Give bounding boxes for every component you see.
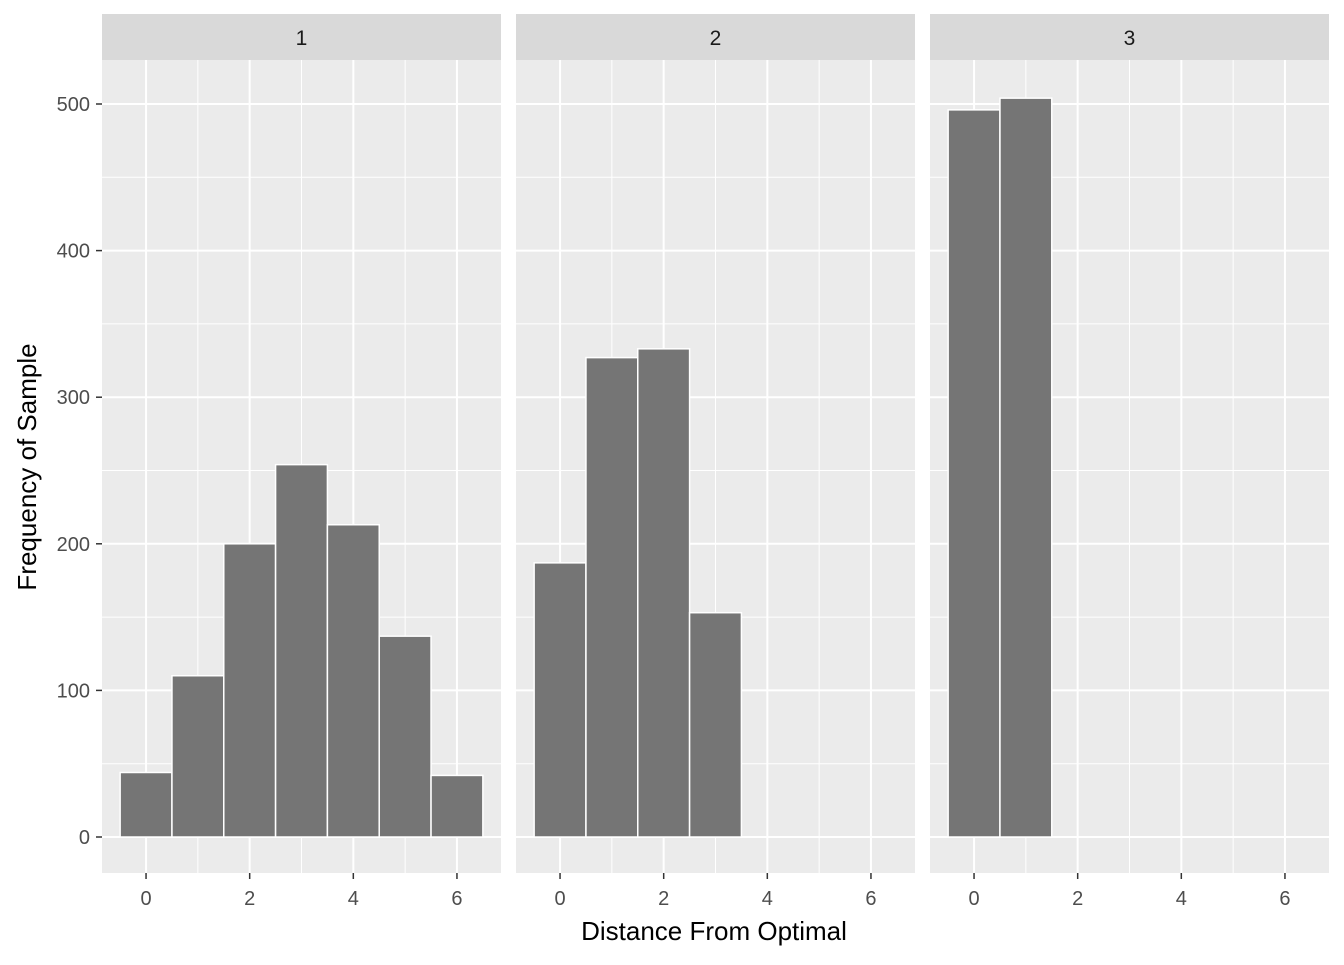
histogram-bar [430, 774, 484, 838]
facet-panel-3: 3 0 2 4 6 [930, 14, 1329, 910]
facet-strip-label: 3 [1124, 27, 1136, 50]
y-axis-title: Frequency of Sample [12, 343, 42, 590]
x-tick-label: 6 [1279, 888, 1290, 910]
x-tick-label: 0 [968, 888, 979, 910]
x-tick-label: 4 [348, 888, 359, 910]
x-tick-label: 4 [762, 888, 773, 910]
x-tick-label: 6 [451, 888, 462, 910]
x-tick-label: 2 [1072, 888, 1083, 910]
histogram-bar [947, 109, 1001, 838]
histogram-bar [688, 611, 743, 838]
histogram-bar [585, 356, 639, 838]
y-tick-label: 300 [57, 387, 90, 409]
x-tick-label: 4 [1176, 888, 1187, 910]
facet-panel-2: 2 0 2 4 6 [516, 14, 915, 910]
y-tick-label: 100 [57, 680, 90, 702]
facet-strip-label: 2 [710, 27, 722, 50]
histogram-bar [171, 674, 225, 838]
x-axis-title: Distance From Optimal [581, 916, 847, 946]
histogram-bar [274, 463, 329, 838]
facet-strip [516, 14, 915, 60]
facet-strip [930, 14, 1329, 60]
histogram-bar [119, 771, 173, 838]
x-tick-label: 2 [244, 888, 255, 910]
facet-strip [102, 14, 501, 60]
histogram-bar [999, 97, 1053, 838]
histogram-bar [378, 635, 432, 838]
x-tick-label: 0 [140, 888, 151, 910]
histogram-bar [533, 562, 587, 838]
y-tick-label: 0 [79, 827, 90, 849]
facet-panel-1: 1 0 2 4 6 [102, 14, 501, 910]
y-tick-label: 200 [57, 534, 90, 556]
x-tick-label: 2 [658, 888, 669, 910]
histogram-bar [637, 348, 691, 838]
y-tick-label: 500 [57, 94, 90, 116]
y-tick-label: 400 [57, 241, 90, 263]
histogram-bar [223, 543, 277, 838]
histogram-bar [326, 523, 380, 838]
x-tick-label: 6 [865, 888, 876, 910]
facet-strip-label: 1 [296, 27, 308, 50]
x-tick-label: 0 [554, 888, 565, 910]
